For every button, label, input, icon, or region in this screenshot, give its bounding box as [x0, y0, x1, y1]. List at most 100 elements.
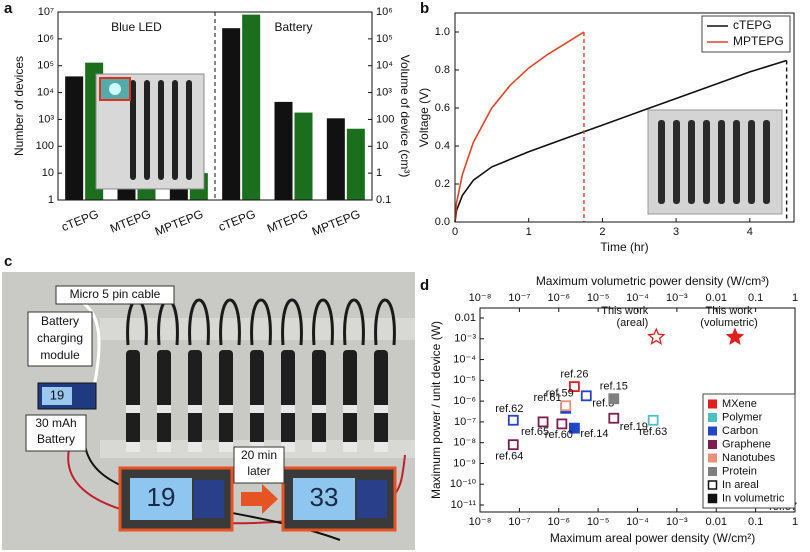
y-tick-label: 0.6 — [435, 102, 450, 114]
panel-label: b — [420, 0, 429, 17]
clip — [157, 405, 171, 413]
callout-label: Battery — [41, 314, 79, 328]
point-label: ref.65 — [521, 426, 549, 438]
device-strip — [718, 120, 725, 204]
y-tick-label: 0.0 — [435, 216, 450, 228]
point — [725, 327, 745, 345]
line-series — [454, 59, 787, 223]
clip — [126, 405, 140, 413]
legend-swatch — [707, 480, 718, 490]
point-label: ref.59 — [546, 388, 574, 400]
point — [647, 327, 666, 345]
y2-tick-label: 10⁵ — [376, 33, 393, 45]
clip — [219, 405, 233, 413]
x2-tick-label: 0.01 — [706, 292, 727, 304]
point-label: This work — [601, 305, 649, 317]
y-tick-label: 10⁻⁹ — [453, 457, 476, 469]
device-strip — [144, 80, 150, 180]
x-tick-label: 10⁻⁷ — [508, 516, 530, 528]
display-value: 33 — [310, 482, 339, 512]
callout-label: later — [247, 464, 270, 478]
point — [556, 418, 568, 430]
x2-tick-label: 10⁻³ — [666, 292, 688, 304]
device-loop — [250, 298, 272, 346]
legend-swatch — [708, 440, 717, 449]
point-label: ref.61 — [534, 392, 562, 404]
y-tick-label: 10⁻⁸ — [453, 437, 476, 449]
x2-tick-label: 10⁻⁸ — [469, 292, 492, 304]
legend-label: Polymer — [722, 411, 763, 423]
point-label: ref.14 — [580, 428, 608, 440]
photo-inset — [647, 109, 783, 215]
device-strip — [658, 120, 665, 204]
device-body — [219, 350, 233, 450]
bar — [242, 14, 261, 201]
device-body — [126, 350, 140, 450]
y-tick-label: 10⁻⁶ — [453, 395, 476, 407]
clip — [281, 405, 295, 413]
y-tick-label: 10⁴ — [37, 86, 54, 98]
point — [608, 393, 620, 405]
bar — [294, 112, 313, 200]
y-tick-label: 100 — [36, 140, 54, 152]
point — [560, 400, 572, 412]
device-loop — [374, 298, 396, 346]
group-label: Blue LED — [111, 20, 162, 34]
callout-box — [27, 311, 93, 367]
line-series — [454, 31, 585, 223]
x-tick-label: 10⁻⁸ — [469, 516, 492, 528]
x-tick-label: 0.01 — [706, 516, 727, 528]
point — [537, 416, 549, 428]
y-tick-label: 0.4 — [435, 140, 450, 152]
y2-tick-label: 10⁴ — [376, 60, 393, 72]
clip — [312, 405, 326, 413]
y-tick-label: 10³ — [38, 113, 54, 125]
legend-label: Carbon — [722, 425, 758, 437]
board — [194, 480, 224, 518]
y-tick-label: 10⁻⁵ — [453, 374, 476, 386]
x2-tick-label: 10⁻⁵ — [587, 292, 610, 304]
bar — [346, 128, 365, 200]
y2-tick-label: 100 — [376, 113, 394, 125]
point — [507, 414, 519, 426]
panel-label: d — [420, 277, 429, 294]
y-tick-label: 10⁻⁴ — [453, 353, 476, 365]
device-body — [312, 350, 326, 450]
x-tick-label: 10⁻⁶ — [547, 516, 570, 528]
callout-label: Battery — [37, 432, 75, 446]
device-strip — [130, 80, 136, 180]
point-label: (areal) — [616, 317, 648, 329]
callout-label: Micro 5 pin cable — [70, 287, 161, 301]
device-strip — [703, 120, 710, 204]
y-axis-label: Maximum power / unit device (W) — [429, 321, 443, 499]
device-strip — [748, 120, 755, 204]
bar — [274, 101, 293, 200]
y-tick-label: 0.2 — [435, 178, 450, 190]
point-label: ref.15 — [600, 381, 628, 393]
y2-tick-label: 10 — [376, 140, 388, 152]
legend-swatch — [708, 453, 717, 463]
y-tick-label: 0.8 — [435, 64, 450, 76]
y-tick-label: 10⁷ — [38, 6, 54, 18]
y-tick-label: 1 — [48, 194, 54, 206]
device-body — [250, 350, 264, 450]
clip — [281, 442, 295, 452]
point — [507, 439, 519, 451]
callout-box — [55, 285, 175, 305]
y2-axis-label: Volume of device (cm³) — [398, 55, 412, 178]
device-loop — [188, 298, 210, 346]
device-strip — [763, 120, 770, 204]
device-loop — [312, 298, 334, 346]
device-body — [188, 350, 202, 450]
led — [109, 83, 121, 95]
y-tick-label: 1.0 — [435, 26, 450, 38]
legend-swatch — [708, 426, 717, 436]
device-loop — [281, 298, 303, 346]
device-body — [281, 350, 295, 450]
x-tick-label: 1 — [792, 516, 798, 528]
y-tick-label: 10⁻⁷ — [454, 416, 476, 428]
panel-label: c — [4, 253, 12, 270]
y-axis-label: Number of devices — [12, 56, 26, 156]
display-value: 19 — [147, 482, 176, 512]
clip — [250, 405, 264, 413]
